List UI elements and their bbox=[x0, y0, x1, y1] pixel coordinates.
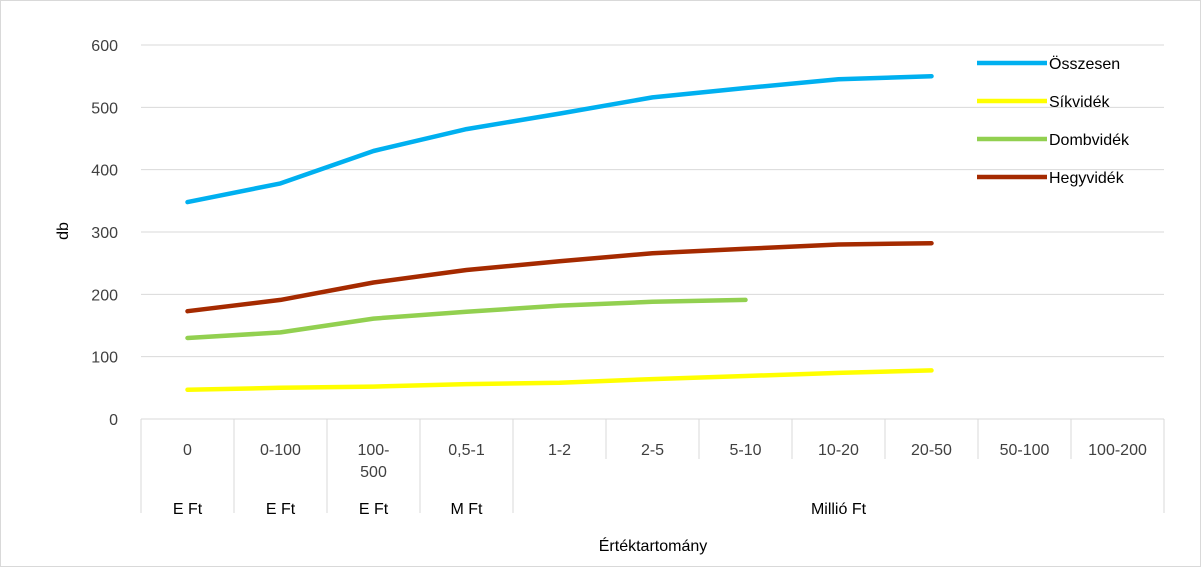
x-tick-label: 10-20 bbox=[818, 442, 859, 459]
series-line-4 bbox=[185, 240, 934, 314]
legend-label: Hegyvidék bbox=[1049, 170, 1125, 187]
y-tick-label: 400 bbox=[91, 163, 118, 180]
y-tick-label: 500 bbox=[91, 100, 118, 117]
y-tick-label: 300 bbox=[91, 225, 118, 242]
y-axis-title: db bbox=[55, 222, 72, 240]
x-tick-label: 50-100 bbox=[1000, 442, 1050, 459]
axes: 0 100 200 300 400 500 600 0 0-100 100-500 0,5-1 1-2… bbox=[91, 38, 1165, 518]
legend-label: Dombvidék bbox=[1049, 132, 1130, 149]
x-tick-label: 5-10 bbox=[729, 442, 761, 459]
x-tick-label: 0-100 bbox=[260, 442, 301, 459]
y-tick-label: 200 bbox=[91, 287, 118, 304]
x-axis-title: Értéktartomány bbox=[599, 536, 707, 555]
series-line-2 bbox=[185, 368, 934, 392]
x-group-label: E Ft bbox=[173, 501, 203, 518]
y-tick-label: 100 bbox=[91, 350, 118, 367]
series-lines bbox=[185, 73, 934, 392]
series-line-1 bbox=[185, 73, 934, 205]
x-tick-label: 100-200 bbox=[1088, 442, 1147, 459]
y-tick-label: 0 bbox=[109, 412, 118, 429]
legend-label: Síkvidék bbox=[1049, 94, 1110, 111]
legend-label: Összesen bbox=[1049, 55, 1120, 73]
x-tick-label: 2-5 bbox=[641, 442, 664, 459]
x-tick-label: 100-500 bbox=[357, 442, 389, 481]
x-tick-label: 1-2 bbox=[548, 442, 571, 459]
x-tick-label: 20-50 bbox=[911, 442, 952, 459]
x-group-label: Millió Ft bbox=[811, 501, 867, 518]
series-line-3 bbox=[185, 297, 748, 341]
x-group-label: E Ft bbox=[359, 501, 389, 518]
y-tick-label: 600 bbox=[91, 38, 118, 55]
x-tick-label: 0,5-1 bbox=[448, 442, 485, 459]
legend: Összesen Síkvidék Dombvidék Hegyvidék bbox=[977, 55, 1130, 187]
x-group-label: E Ft bbox=[266, 501, 296, 518]
x-tick-label: 0 bbox=[183, 442, 192, 459]
x-group-label: M Ft bbox=[451, 501, 484, 518]
